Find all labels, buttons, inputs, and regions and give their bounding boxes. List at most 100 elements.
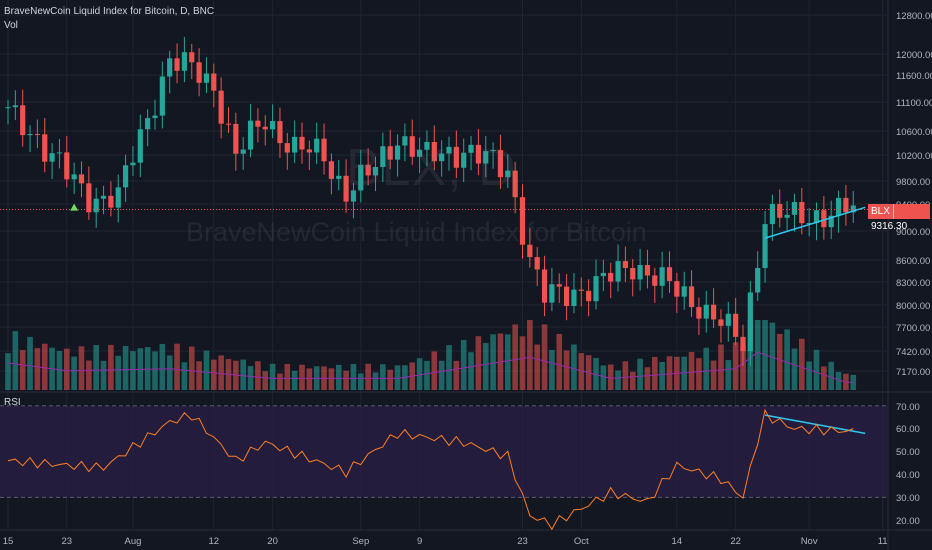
candle-body-110 [813,210,820,223]
rsi-legend[interactable]: RSI [4,397,21,408]
candle-body-96 [711,304,717,320]
price-tick-label: 9000.00 [896,227,930,238]
candle-body-101 [747,292,753,352]
candle-body-103 [762,224,768,268]
volume-bar-74 [549,349,555,390]
rsi-band [0,406,888,498]
candle-body-57 [424,141,430,150]
volume-bar-106 [784,329,790,390]
candle-body-68 [505,170,511,178]
volume-bar-23 [174,343,180,390]
volume-bar-50 [372,372,379,390]
time-tick-label: 14 [672,536,683,547]
candle-body-30 [225,123,232,125]
candle-body-105 [777,203,783,218]
candle-body-91 [674,281,680,297]
volume-bar-105 [776,333,783,390]
candle-body-27 [203,73,210,83]
price-tick-label: 8600.00 [896,256,930,267]
candle-body-62 [461,152,467,168]
candle-body-65 [483,151,489,164]
candle-body-11 [86,183,92,213]
candle-body-82 [608,272,614,282]
time-tick-label: 23 [62,536,73,547]
candle-body-43 [321,138,327,162]
volume-bar-88 [652,356,658,390]
candle-body-78 [578,289,584,291]
candle-body-19 [145,118,151,130]
candle-body-1 [12,105,18,108]
volume-bar-71 [527,320,533,390]
candle-body-24 [181,52,187,71]
price-tag-value: 9316.30 [871,221,908,232]
candle-body-95 [703,304,709,319]
candle-body-52 [387,146,393,160]
volume-bar-84 [622,361,629,390]
volume-bar-29 [218,355,224,390]
volume-legend[interactable]: Vol [4,20,18,31]
price-tick-label: 12800.00 [896,11,932,22]
volume-bar-113 [835,371,842,390]
volume-bar-52 [387,369,393,390]
price-tick-label: 7700.00 [896,323,930,334]
chart-title[interactable]: BraveNewCoin Liquid Index for Bitcoin, D… [4,6,215,17]
volume-bar-12 [93,345,99,390]
candle-body-89 [659,267,665,286]
volume-bar-46 [343,370,349,390]
volume-bar-110 [813,349,820,390]
candle-body-85 [630,267,636,280]
volume-bar-1 [12,331,19,390]
candle-body-71 [527,244,533,258]
volume-bar-92 [681,356,687,390]
volume-bar-76 [563,350,570,390]
candle-body-63 [468,144,474,153]
time-tick-label: 11 [878,536,888,547]
candle-body-50 [372,166,379,176]
volume-bar-59 [438,360,445,390]
candle-body-8 [64,152,70,180]
candle-body-47 [350,190,357,202]
volume-bar-112 [828,361,834,390]
candle-body-56 [417,149,423,157]
candle-body-115 [850,205,856,213]
volume-bar-58 [431,351,438,390]
candle-body-5 [42,134,48,162]
time-tick-label: 23 [517,536,528,547]
candle-body-41 [306,149,312,153]
volume-bar-19 [144,347,151,390]
volume-bar-80 [593,357,599,390]
last-price-tag: BLX 9316.30 [868,204,930,232]
volume-bar-72 [534,344,540,390]
volume-bar-38 [284,363,291,390]
volume-bar-82 [607,364,614,390]
candle-body-84 [622,261,628,268]
volume-bar-24 [181,362,188,390]
candle-body-108 [799,202,805,224]
volume-bar-98 [725,360,732,390]
volume-bar-107 [791,348,798,390]
volume-bar-37 [277,373,283,390]
candle-body-20 [152,115,158,119]
volume-bar-2 [19,350,26,390]
candle-body-25 [189,52,195,63]
volume-bar-21 [159,343,166,390]
volume-bar-0 [5,353,11,390]
volume-bar-8 [64,348,70,390]
volume-bar-41 [306,368,313,390]
candle-body-0 [5,107,11,109]
volume-bar-36 [269,363,276,390]
candle-body-10 [78,174,85,184]
volume-bar-26 [196,361,202,390]
volume-bar-3 [27,336,33,390]
candle-body-109 [806,222,812,224]
volume-bar-39 [291,370,298,390]
candle-body-7 [56,152,63,154]
candle-body-73 [541,269,548,303]
volume-bar-111 [821,366,827,390]
candle-body-111 [821,210,827,228]
volume-bar-33 [247,366,254,390]
time-tick-label: 20 [267,536,278,547]
volume-bar-4 [34,348,41,390]
price-trendline[interactable] [764,206,866,239]
